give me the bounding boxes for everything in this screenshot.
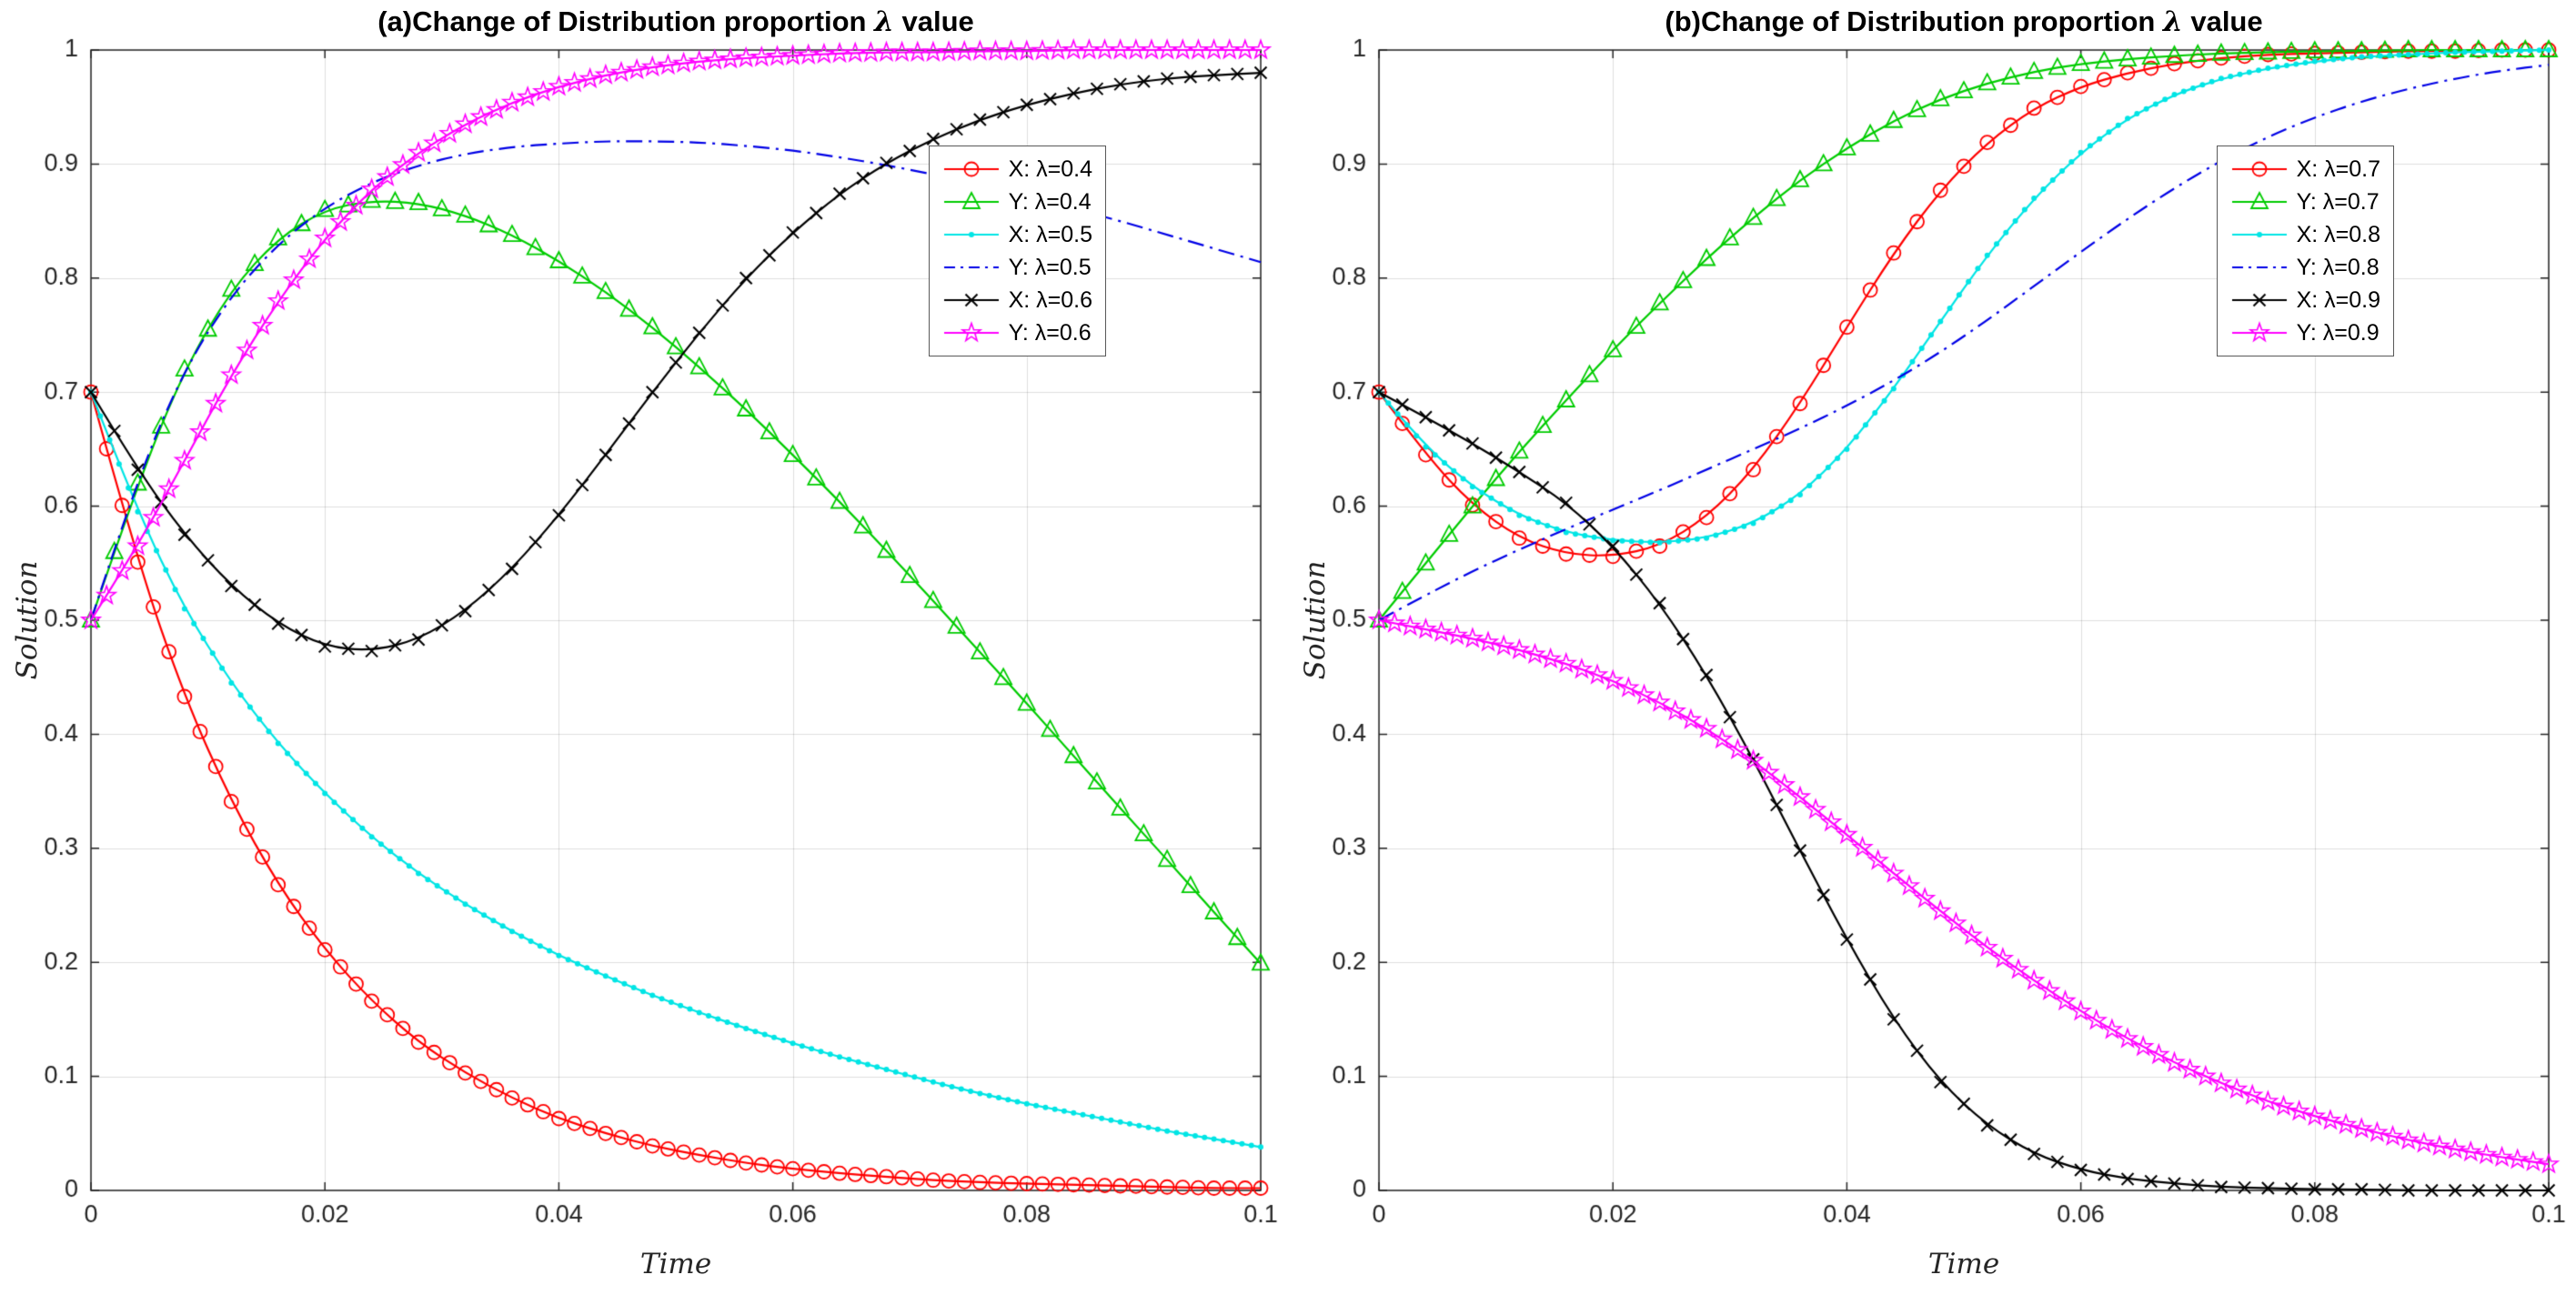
subplot-a-title: (a)Change of Distribution proportion λ v…	[91, 5, 1261, 38]
legend-sample-star-icon	[941, 318, 1001, 347]
legend-label: Y: λ=0.6	[1008, 319, 1092, 346]
legend-item: X: λ=0.6	[935, 285, 1100, 316]
subplot-b-ylabel: Solution	[1299, 560, 1332, 680]
legend-label: X: λ=0.9	[2296, 286, 2380, 313]
subplot-a-title-prefix: (a)Change of Distribution proportion	[377, 5, 875, 37]
subplot-b-legend: X: λ=0.7 Y: λ=0.7 X: λ=0.8 Y: λ=0.8 X: λ=0.9…	[2216, 146, 2394, 356]
legend-label: Y: λ=0.9	[2296, 319, 2380, 346]
legend-label: X: λ=0.4	[1008, 156, 1092, 182]
legend-sample-x-icon	[941, 286, 1001, 315]
subplot-b-title-prefix: (b)Change of Distribution proportion	[1665, 5, 2163, 37]
legend-label: Y: λ=0.4	[1008, 188, 1092, 215]
legend-sample-star-icon	[2229, 318, 2289, 347]
legend-item: Y: λ=0.8	[2223, 252, 2388, 283]
legend-item: Y: λ=0.5	[935, 252, 1100, 283]
lambda-symbol: λ	[874, 5, 894, 38]
legend-item: Y: λ=0.9	[2223, 317, 2388, 348]
legend-label: Y: λ=0.8	[2296, 254, 2380, 280]
legend-sample-circle-icon	[941, 155, 1001, 184]
lambda-symbol: λ	[2162, 5, 2183, 38]
legend-sample-triangle-icon	[941, 187, 1001, 216]
legend-item: Y: λ=0.6	[935, 317, 1100, 348]
subplot-a-xlabel: Time	[639, 1248, 712, 1280]
subplot-a: (a)Change of Distribution proportion λ v…	[0, 0, 1288, 1295]
legend-sample-dot-icon	[941, 220, 1001, 249]
legend-sample-triangle-icon	[2229, 187, 2289, 216]
subplot-b: (b)Change of Distribution proportion λ v…	[1288, 0, 2576, 1295]
legend-label: Y: λ=0.5	[1008, 254, 1092, 280]
legend-item: X: λ=0.4	[935, 154, 1100, 185]
legend-item: X: λ=0.7	[2223, 154, 2388, 185]
subplot-a-title-suffix: value	[893, 5, 974, 37]
subplot-b-title: (b)Change of Distribution proportion λ v…	[1379, 5, 2549, 38]
legend-sample-dot-icon	[2229, 220, 2289, 249]
subplot-a-ylabel: Solution	[11, 560, 44, 680]
legend-label: Y: λ=0.7	[2296, 188, 2380, 215]
legend-sample-none-icon	[2229, 253, 2289, 282]
legend-label: X: λ=0.8	[2296, 221, 2380, 247]
legend-item: Y: λ=0.4	[935, 186, 1100, 217]
legend-sample-none-icon	[941, 253, 1001, 282]
legend-sample-circle-icon	[2229, 155, 2289, 184]
legend-sample-x-icon	[2229, 286, 2289, 315]
legend-label: X: λ=0.5	[1008, 221, 1092, 247]
subplot-b-xlabel: Time	[1927, 1248, 2000, 1280]
legend-label: X: λ=0.7	[2296, 156, 2380, 182]
legend-item: Y: λ=0.7	[2223, 186, 2388, 217]
subplot-b-title-suffix: value	[2182, 5, 2263, 37]
legend-item: X: λ=0.8	[2223, 219, 2388, 250]
subplot-a-legend: X: λ=0.4 Y: λ=0.4 X: λ=0.5 Y: λ=0.5 X: λ=0.6…	[928, 146, 1106, 356]
legend-item: X: λ=0.5	[935, 219, 1100, 250]
legend-item: X: λ=0.9	[2223, 285, 2388, 316]
legend-label: X: λ=0.6	[1008, 286, 1092, 313]
